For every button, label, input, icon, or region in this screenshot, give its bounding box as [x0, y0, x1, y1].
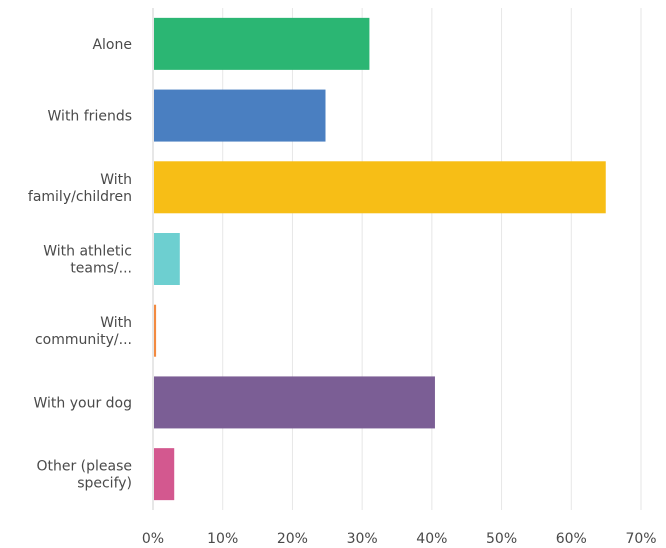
category-label: With athletic [43, 244, 132, 260]
category-label: With your dog [33, 395, 132, 411]
category-label: With friends [48, 109, 132, 125]
x-tick-label: 20% [277, 531, 308, 547]
category-label: teams/... [70, 261, 132, 277]
bar[interactable] [154, 17, 370, 70]
category-label: With [100, 172, 132, 188]
bar[interactable] [154, 376, 435, 429]
x-tick-label: 50% [486, 531, 517, 547]
category-label: With [100, 315, 132, 331]
bars [154, 17, 606, 501]
bar[interactable] [154, 448, 175, 501]
x-tick-label: 30% [347, 531, 378, 547]
bar[interactable] [154, 89, 326, 142]
category-label: Other (please [36, 459, 132, 475]
x-tick-label: 10% [207, 531, 238, 547]
category-label: family/children [28, 189, 132, 205]
bar[interactable] [154, 304, 157, 357]
gridlines [152, 8, 642, 510]
category-label: community/... [35, 332, 132, 348]
x-tick-label: 70% [625, 531, 656, 547]
category-label: Alone [92, 37, 132, 53]
x-tick-label: 0% [142, 531, 164, 547]
x-tick-label: 60% [556, 531, 587, 547]
category-label: specify) [77, 476, 132, 492]
bar[interactable] [154, 233, 180, 285]
x-tick-labels: 0% 10% 20% 30% 40% 50% 60% 70% [142, 531, 657, 547]
x-tick-label: 40% [416, 531, 447, 547]
bar[interactable] [154, 161, 606, 214]
